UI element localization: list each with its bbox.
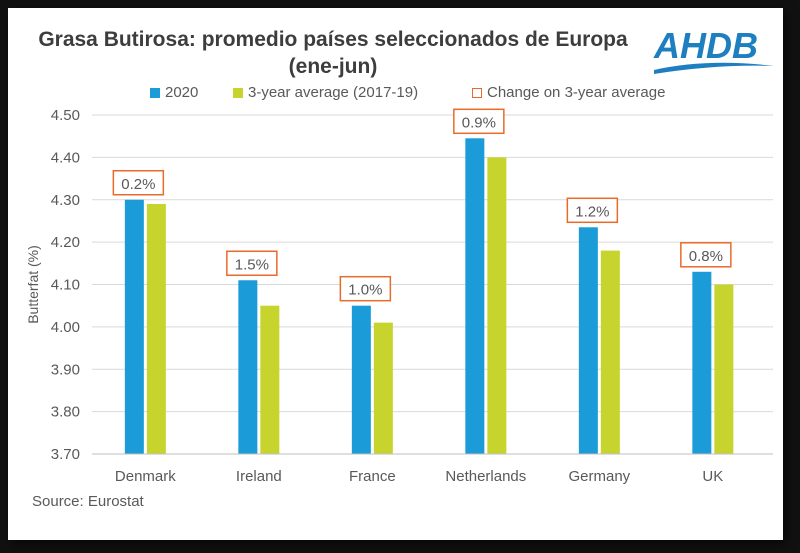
chart-card: Grasa Butirosa: promedio países seleccio… — [8, 8, 783, 540]
bar-2020 — [124, 199, 144, 454]
chart-title-line2: (ene-jun) — [288, 55, 378, 78]
legend-item-2020: 2020 — [150, 84, 198, 101]
bar-2020 — [692, 271, 712, 454]
chart-title-line1: Grasa Butirosa: promedio países seleccio… — [38, 28, 628, 51]
legend-item-change: Change on 3-year average — [472, 84, 665, 101]
change-label-box — [112, 170, 165, 196]
ahdb-logo-text: AHDB — [653, 25, 758, 66]
legend-label-2020: 2020 — [165, 84, 199, 101]
change-label: 1.5% — [235, 256, 269, 273]
legend-swatch-3yr-average — [233, 87, 243, 98]
ahdb-logo: AHDB — [653, 25, 774, 74]
x-tick-label: UK — [702, 468, 723, 485]
legend-swatch-change — [472, 87, 482, 98]
change-label: 0.2% — [121, 176, 155, 193]
bar-3yr-average — [373, 322, 393, 454]
change-label-box — [566, 197, 619, 224]
y-tick-label: 3.80 — [51, 404, 80, 421]
x-tick-label: Germany — [569, 468, 631, 485]
bar-3yr-average — [714, 284, 734, 454]
y-tick-label: 4.10 — [51, 277, 80, 294]
bar-chart: 3.70 3.80 3.90 4.00 4.10 4.20 4.30 4.40 4.50 Butt… — [25, 107, 773, 485]
bar-3yr-average — [600, 250, 620, 454]
ahdb-logo-swoosh — [654, 62, 774, 74]
bar-2020 — [465, 138, 485, 454]
x-tick-label: Denmark — [115, 468, 176, 485]
bar-2020 — [238, 280, 258, 454]
change-label: 0.8% — [689, 248, 723, 265]
y-tick-label: 4.00 — [51, 319, 80, 336]
change-label-box — [339, 275, 392, 302]
legend-item-3yr-average: 3-year average (2017-19) — [233, 84, 418, 101]
x-tick-label: France — [349, 468, 396, 485]
bar-3yr-average — [146, 203, 166, 454]
y-tick-label: 4.30 — [51, 192, 80, 209]
change-label: 1.2% — [575, 203, 609, 220]
y-axis-label: Butterfat (%) — [25, 245, 41, 324]
change-label-box — [226, 250, 278, 277]
change-label: 1.0% — [348, 282, 382, 299]
legend-label-change: Change on 3-year average — [487, 84, 666, 101]
x-tick-label: Ireland — [236, 468, 282, 485]
x-tick-label: Netherlands — [445, 468, 526, 485]
chart-title: Grasa Butirosa: promedio países seleccio… — [28, 26, 638, 80]
y-tick-label: 3.70 — [51, 446, 80, 463]
legend-swatch-2020 — [150, 87, 160, 98]
bar-3yr-average — [260, 305, 280, 454]
y-tick-label: 3.90 — [51, 361, 80, 378]
y-tick-label: 4.40 — [51, 149, 80, 166]
source-note: Source: Eurostat — [32, 493, 144, 510]
change-label-box — [453, 108, 505, 135]
bar-2020 — [578, 227, 598, 454]
chart-legend: 2020 3-year average (2017-19) Change on … — [8, 84, 783, 108]
bar-2020 — [351, 305, 371, 454]
change-label-box — [680, 242, 732, 268]
y-tick-label: 4.50 — [51, 107, 80, 124]
bar-3yr-average — [487, 157, 507, 454]
y-tick-label: 4.20 — [51, 234, 80, 251]
legend-label-3yr-average: 3-year average (2017-19) — [248, 84, 419, 101]
change-label: 0.9% — [462, 114, 496, 131]
